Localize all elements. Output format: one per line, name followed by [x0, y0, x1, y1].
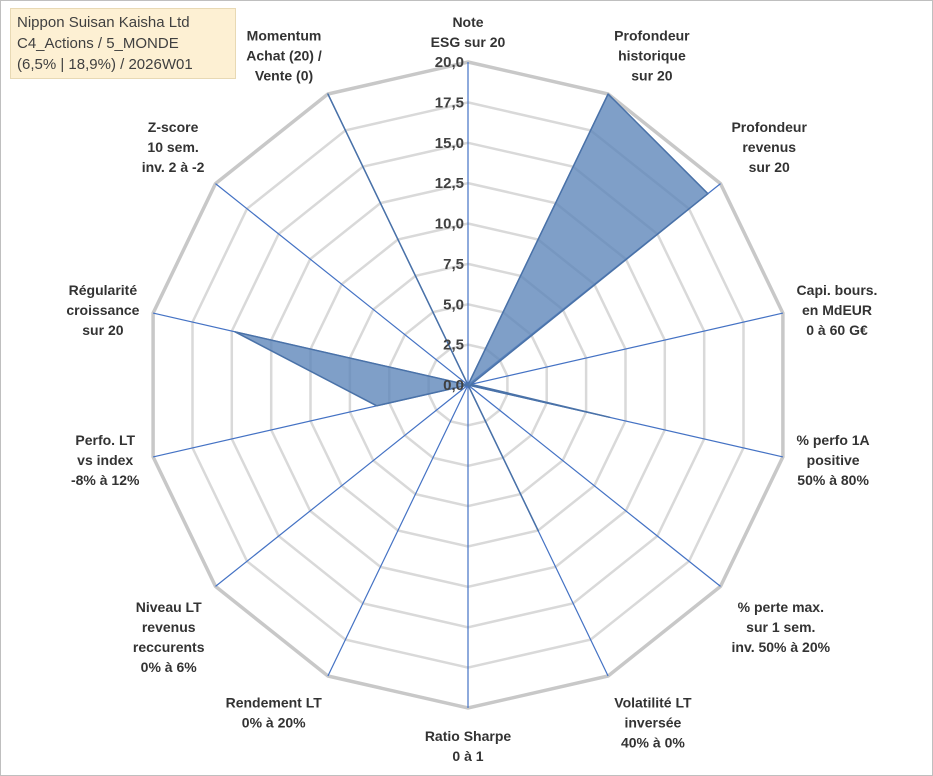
axis-label-1: Profondeur historique sur 20 — [614, 27, 690, 83]
axis-label-line: 0 à 1 — [452, 748, 483, 764]
axis-label-line: Profondeur — [614, 27, 690, 43]
axis-label-line: sur 20 — [82, 322, 123, 338]
axis-label-line: Achat (20) / — [246, 47, 322, 63]
spoke-line — [467, 384, 721, 587]
axis-label-line: 10 sem. — [147, 139, 198, 155]
tick-label: 7,5 — [443, 256, 464, 273]
axis-label-13: Momentum Achat (20) / Vente (0) — [246, 27, 322, 83]
radial-tick-labels: 0,0 2,5 5,0 7,5 10,0 12,5 15,0 17,5 20,0 — [435, 54, 464, 394]
axis-label-11: Régularité croissance sur 20 — [66, 282, 139, 338]
axis-label-12: Z-score 10 sem. inv. 2 à -2 — [142, 119, 205, 175]
info-company-name: Nippon Suisan Kaisha Ltd — [17, 14, 190, 31]
axis-label-line: % perte max. — [738, 599, 824, 615]
axis-label-8: Rendement LT 0% à 20% — [226, 695, 323, 731]
axis-label-line: Capi. bours. — [797, 282, 878, 298]
tick-label: 5,0 — [443, 296, 464, 313]
axis-label-line: inv. 50% à 20% — [732, 639, 831, 655]
axis-label-line: 0% à 20% — [242, 715, 306, 731]
axis-label-line: Volatilité LT — [614, 695, 692, 711]
tick-label: 20,0 — [435, 54, 464, 71]
spoke-line — [327, 384, 469, 677]
axis-label-line: inversée — [624, 715, 681, 731]
axis-labels: Note ESG sur 20 Profondeur historique sur 20… — [66, 14, 877, 764]
axis-label-line: reccurents — [133, 639, 205, 655]
spoke-line — [467, 312, 784, 386]
axis-label-line: Vente (0) — [255, 67, 313, 83]
axis-label-line: ESG sur 20 — [431, 34, 506, 50]
spoke-line — [215, 183, 469, 386]
info-stats-week: (6,5% | 18,9%) / 2026W01 — [17, 56, 193, 73]
axis-label-line: -8% à 12% — [71, 472, 140, 488]
radar-series — [234, 93, 709, 532]
axis-label-10: Perfo. LT vs index -8% à 12% — [71, 432, 140, 488]
axis-label-line: sur 20 — [631, 67, 672, 83]
axis-label-4: % perfo 1A positive 50% à 80% — [797, 432, 870, 488]
axis-label-2: Profondeur revenus sur 20 — [731, 119, 807, 175]
axis-label-3: Capi. bours. en MdEUR 0 à 60 G€ — [797, 282, 878, 338]
axis-label-line: Rendement LT — [226, 695, 323, 711]
axis-label-line: vs index — [77, 452, 133, 468]
spoke-line — [215, 384, 469, 587]
axis-label-6: Volatilité LT inversée 40% à 0% — [614, 695, 692, 751]
axis-label-line: % perfo 1A — [797, 432, 870, 448]
axis-label-line: 0 à 60 G€ — [806, 322, 868, 338]
tick-label: 10,0 — [435, 216, 464, 233]
axis-label-line: sur 20 — [749, 159, 790, 175]
axis-label-line: 50% à 80% — [797, 472, 869, 488]
axis-label-line: Régularité — [69, 282, 138, 298]
axis-label-line: revenus — [742, 139, 796, 155]
axis-label-7: Ratio Sharpe 0 à 1 — [425, 728, 512, 764]
axis-label-line: Z-score — [148, 119, 199, 135]
axis-label-line: 0% à 6% — [141, 659, 198, 675]
axis-label-line: positive — [807, 452, 860, 468]
info-portfolio: C4_Actions / 5_MONDE — [17, 35, 179, 52]
tick-label: 2,5 — [443, 337, 464, 354]
axis-label-line: inv. 2 à -2 — [142, 159, 205, 175]
axis-label-line: en MdEUR — [802, 302, 872, 318]
axis-label-line: Note — [452, 14, 483, 30]
axis-label-line: Perfo. LT — [75, 432, 135, 448]
tick-label: 15,0 — [435, 135, 464, 152]
axis-label-line: Niveau LT — [136, 599, 202, 615]
info-box: Nippon Suisan Kaisha Ltd C4_Actions / 5_… — [10, 8, 236, 79]
axis-label-line: Momentum — [247, 27, 322, 43]
tick-label: 17,5 — [435, 94, 464, 111]
axis-label-line: Ratio Sharpe — [425, 728, 512, 744]
axis-label-5: % perte max. sur 1 sem. inv. 50% à 20% — [732, 599, 831, 655]
axis-label-line: historique — [618, 47, 686, 63]
axis-label-line: sur 1 sem. — [746, 619, 815, 635]
tick-label: 0,0 — [443, 377, 464, 394]
axis-label-line: 40% à 0% — [621, 735, 685, 751]
axis-label-line: croissance — [66, 302, 139, 318]
axis-label-line: Profondeur — [731, 119, 807, 135]
axis-label-line: revenus — [142, 619, 196, 635]
axis-label-0: Note ESG sur 20 — [431, 14, 506, 50]
tick-label: 12,5 — [435, 175, 464, 192]
axis-label-9: Niveau LT revenus reccurents 0% à 6% — [133, 599, 205, 675]
